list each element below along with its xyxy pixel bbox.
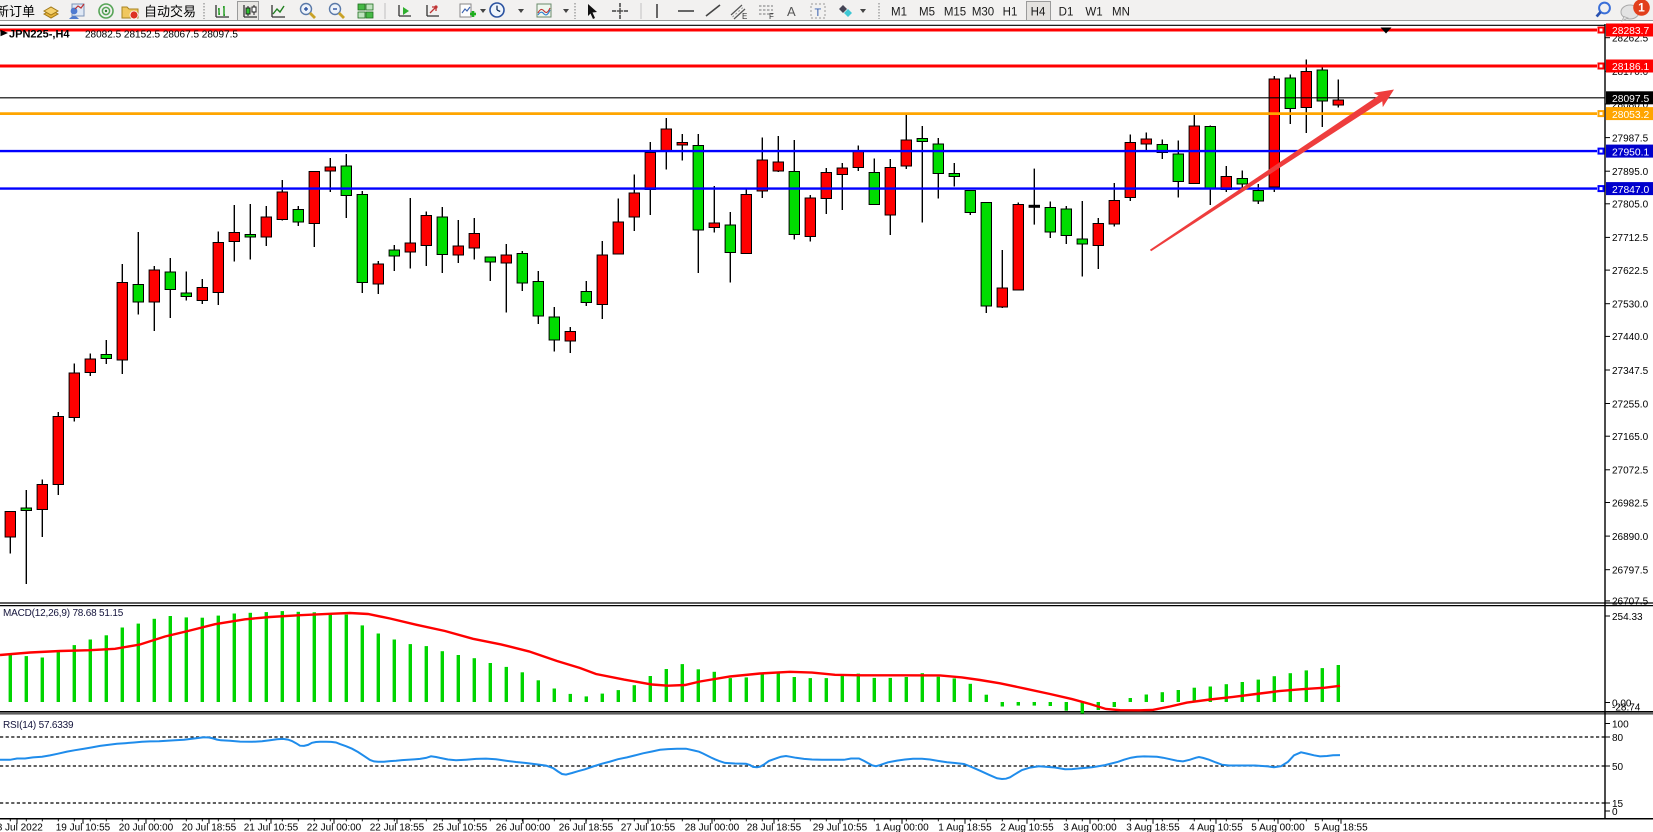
svg-text:MN: MN [1112,7,1130,19]
svg-text:27072.5: 27072.5 [1612,466,1649,477]
svg-text:19 Jul 10:55: 19 Jul 10:55 [56,823,111,832]
svg-text:27347.5: 27347.5 [1612,366,1649,377]
svg-text:F: F [769,12,774,21]
svg-text:50: 50 [1612,762,1624,773]
svg-text:T: T [815,7,822,19]
svg-text:H4: H4 [1031,7,1046,19]
svg-text:22 Jul 00:00: 22 Jul 00:00 [307,823,362,832]
svg-text:D1: D1 [1059,7,1074,19]
svg-text:E: E [742,12,747,21]
svg-text:5 Aug 18:55: 5 Aug 18:55 [1314,823,1368,832]
svg-text:20 Jul 18:55: 20 Jul 18:55 [182,823,237,832]
svg-text:20 Jul 00:00: 20 Jul 00:00 [119,823,174,832]
svg-text:28053.2: 28053.2 [1612,110,1649,121]
svg-text:5 Aug 00:00: 5 Aug 00:00 [1251,823,1305,832]
svg-text:RSI(14) 57.6339: RSI(14) 57.6339 [3,720,74,731]
svg-text:新订单: 新订单 [0,4,35,19]
svg-text:27 Jul 10:55: 27 Jul 10:55 [621,823,676,832]
svg-text:27712.5: 27712.5 [1612,233,1649,244]
svg-text:1: 1 [1638,1,1645,15]
svg-text:27165.0: 27165.0 [1612,432,1649,443]
svg-text:27950.1: 27950.1 [1612,147,1649,158]
svg-text:4 Aug 10:55: 4 Aug 10:55 [1189,823,1243,832]
svg-text:26797.5: 26797.5 [1612,566,1649,577]
svg-text:28080.0: 28080.0 [1612,100,1649,111]
svg-text:M5: M5 [919,7,935,19]
svg-text:2 Aug 10:55: 2 Aug 10:55 [1000,823,1054,832]
svg-text:M15: M15 [944,7,966,19]
svg-text:27255.0: 27255.0 [1612,399,1649,410]
svg-text:26707.5: 26707.5 [1612,597,1649,608]
svg-text:26982.5: 26982.5 [1612,498,1649,509]
svg-text:22 Jul 18:55: 22 Jul 18:55 [370,823,425,832]
svg-text:29 Jul 10:55: 29 Jul 10:55 [813,823,868,832]
svg-text:MACD(12,26,9) 78.68 51.15: MACD(12,26,9) 78.68 51.15 [3,608,124,619]
svg-text:21 Jul 10:55: 21 Jul 10:55 [244,823,299,832]
svg-text:27895.0: 27895.0 [1612,167,1649,178]
svg-text:26 Jul 18:55: 26 Jul 18:55 [559,823,614,832]
svg-text:27847.0: 27847.0 [1612,185,1649,196]
svg-text:28186.1: 28186.1 [1612,62,1649,73]
svg-text:28 Jul 18:55: 28 Jul 18:55 [747,823,802,832]
svg-text:28283.7: 28283.7 [1612,26,1649,37]
svg-text:28 Jul 00:00: 28 Jul 00:00 [685,823,740,832]
svg-text:27530.0: 27530.0 [1612,300,1649,311]
svg-text:25 Jul 10:55: 25 Jul 10:55 [433,823,488,832]
svg-text:A: A [787,4,796,19]
svg-text:H1: H1 [1003,7,1018,19]
svg-text:28262.5: 28262.5 [1612,34,1649,45]
svg-text:3 Aug 00:00: 3 Aug 00:00 [1063,823,1117,832]
svg-text:27805.0: 27805.0 [1612,200,1649,211]
svg-text:-28.74: -28.74 [1612,703,1641,714]
svg-text:1 Aug 18:55: 1 Aug 18:55 [938,823,992,832]
svg-text:26 Jul 00:00: 26 Jul 00:00 [496,823,551,832]
svg-text:15: 15 [1612,799,1624,810]
svg-text:100: 100 [1612,720,1629,731]
svg-text:27440.0: 27440.0 [1612,332,1649,343]
svg-text:M30: M30 [972,7,994,19]
svg-text:W1: W1 [1085,7,1102,19]
svg-text:28082.5 28152.5 28067.5 28097.: 28082.5 28152.5 28067.5 28097.5 [85,30,238,41]
svg-text:28097.5: 28097.5 [1612,94,1649,105]
svg-text:254.33: 254.33 [1612,612,1643,623]
svg-text:0.00: 0.00 [1612,699,1632,710]
svg-text:0: 0 [1612,807,1618,818]
svg-text:27987.5: 27987.5 [1612,133,1649,144]
svg-text:26890.0: 26890.0 [1612,532,1649,543]
svg-text:自动交易: 自动交易 [144,4,196,19]
svg-text:M1: M1 [891,7,907,19]
svg-text:JPN225-,H4: JPN225-,H4 [9,29,70,41]
svg-text:1 Aug 00:00: 1 Aug 00:00 [875,823,929,832]
svg-text:80: 80 [1612,733,1624,744]
svg-text:27622.5: 27622.5 [1612,266,1649,277]
svg-text:28170.0: 28170.0 [1612,67,1649,78]
svg-text:18 Jul 2022: 18 Jul 2022 [0,823,43,832]
svg-text:3 Aug 18:55: 3 Aug 18:55 [1126,823,1180,832]
